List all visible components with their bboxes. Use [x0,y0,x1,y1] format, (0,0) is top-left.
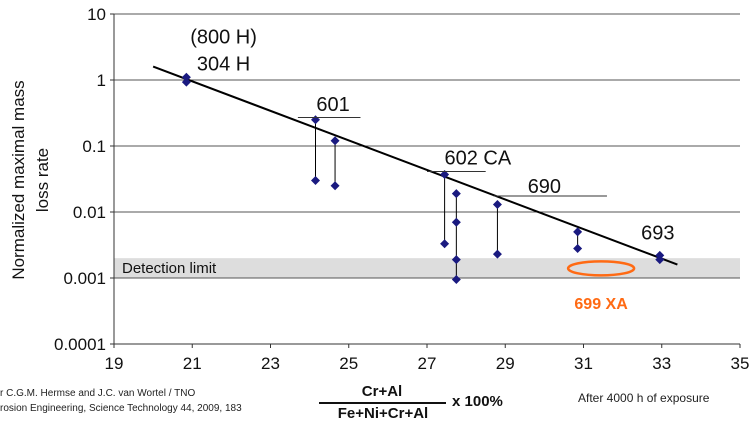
alloy-label: 693 [641,223,674,245]
y-tick-label: 1 [97,71,106,90]
x-tick-label: 31 [574,354,593,373]
x-tick-label: 21 [183,354,202,373]
x-tick-label: 35 [731,354,750,373]
x-axis-label-denominator: Fe+Ni+Cr+Al [337,405,429,422]
data-point [573,227,583,237]
data-point [492,249,502,259]
x-tick-label: 33 [652,354,671,373]
y-tick-label: 0.01 [73,203,106,222]
data-point [492,199,502,209]
detection-limit-label: Detection limit [122,260,217,277]
source-citation-line-2: rosion Engineering, Science Technology 4… [0,403,242,414]
x-tick-label: 27 [418,354,437,373]
exposure-note: After 4000 h of exposure [578,391,710,405]
x-axis-fraction-bar [319,402,446,404]
alloy-label: 690 [528,176,561,198]
trend-line [152,65,678,266]
data-point [330,181,340,191]
data-point [310,115,320,125]
y-tick-label: 0.001 [63,269,106,288]
x-tick-label: 25 [339,354,358,373]
source-citation-line-1: r C.G.M. Hermse and J.C. van Wortel / TN… [0,388,196,399]
x-tick-label: 23 [261,354,280,373]
x-axis-label-numerator: Cr+Al [361,383,403,400]
data-point [573,243,583,253]
highlight-label: 699 XA [574,296,628,313]
data-point [310,176,320,186]
data-point [451,189,461,199]
alloy-label: (800 H) [190,26,257,48]
data-point [655,255,665,265]
highlight-ellipse [566,260,636,277]
data-point [440,169,450,179]
y-tick-label: 0.0001 [54,335,106,354]
data-point [451,255,461,265]
data-point [440,239,450,249]
data-point [451,274,461,284]
y-axis-label-line2: loss rate [33,148,52,212]
data-point [330,136,340,146]
y-tick-label: 0.1 [82,137,106,156]
alloy-label: 601 [316,94,349,116]
alloy-label: 602 CA [445,148,512,170]
data-point [181,72,191,82]
x-tick-label: 29 [496,354,515,373]
x-axis-label-suffix: x 100% [452,393,503,410]
y-axis-label: Normalized maximal mass [9,80,28,279]
x-tick-label: 19 [105,354,124,373]
data-point [181,77,191,87]
data-point [451,217,461,227]
y-tick-label: 10 [87,5,106,24]
alloy-label: 304 H [197,53,250,75]
